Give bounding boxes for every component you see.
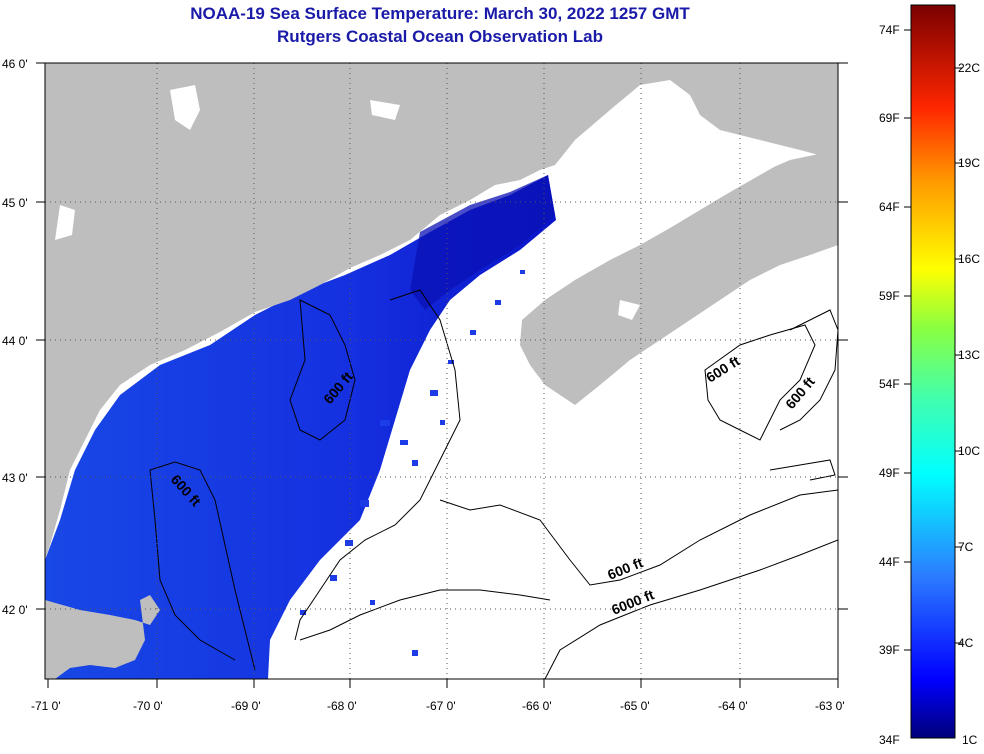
graticule (45, 63, 838, 679)
colorbar-c-label: 19C (958, 156, 980, 170)
lon-labels: -71 0' -70 0' -69 0' -68 0' -67 0' -66 0… (31, 699, 845, 713)
lon-label: -65 0' (620, 699, 650, 713)
colorbar-c-label: 4C (958, 636, 974, 650)
axis-ticks (36, 62, 848, 688)
lon-label: -64 0' (718, 699, 748, 713)
colorbar-c-label: 7C (958, 540, 974, 554)
lat-label: 44 0' (2, 334, 28, 348)
colorbar-f-label: 49F (879, 466, 900, 480)
colorbar-c-label: 10C (958, 444, 980, 458)
colorbar-c-label: 22C (958, 61, 980, 75)
lat-label: 42 0' (2, 603, 28, 617)
colorbar-f-label: 69F (879, 111, 900, 125)
lon-label: -70 0' (133, 699, 163, 713)
lon-label: -67 0' (426, 699, 456, 713)
lat-label: 45 0' (2, 196, 28, 210)
lat-label: 46 0' (2, 57, 28, 71)
lat-labels: 46 0' 45 0' 44 0' 43 0' 42 0' (2, 57, 28, 617)
bay-of-fundy (555, 145, 795, 265)
colorbar-f-label: 39F (879, 643, 900, 657)
colorbar-c-labels: 22C 19C 16C 13C 10C 7C 4C 1C (958, 61, 980, 747)
colorbar-c-label: 16C (958, 252, 980, 266)
colorbar-f-label: 74F (879, 23, 900, 37)
colorbar-c-label: 13C (958, 348, 980, 362)
lon-label: -63 0' (815, 699, 845, 713)
land-cape-breton (700, 63, 838, 120)
colorbar-f-label: 64F (879, 200, 900, 214)
colorbar-f-label: 34F (879, 733, 900, 747)
colorbar-f-label: 54F (879, 377, 900, 391)
lon-label: -71 0' (31, 699, 61, 713)
colorbar-c-label: 1C (962, 733, 978, 747)
lon-label: -68 0' (327, 699, 357, 713)
colorbar-f-label: 44F (879, 555, 900, 569)
map-title: NOAA-19 Sea Surface Temperature: March 3… (190, 4, 690, 23)
colorbar-ticks (904, 29, 962, 651)
colorbar (910, 4, 956, 739)
land-new-england (45, 63, 838, 560)
land-cape-cod (45, 595, 160, 679)
lon-label: -66 0' (522, 699, 552, 713)
colorbar-f-label: 59F (879, 289, 900, 303)
lon-label: -69 0' (231, 699, 261, 713)
colorbar-f-labels: 74F 69F 64F 59F 54F 49F 44F 39F 34F (879, 23, 900, 747)
sst-deep-water (410, 175, 555, 310)
land-nova-scotia (520, 150, 838, 405)
map-subtitle: Rutgers Coastal Ocean Observation Lab (277, 27, 603, 46)
bathymetry-contours (149, 289, 838, 679)
lakes (55, 85, 640, 320)
lat-label: 43 0' (2, 471, 28, 485)
